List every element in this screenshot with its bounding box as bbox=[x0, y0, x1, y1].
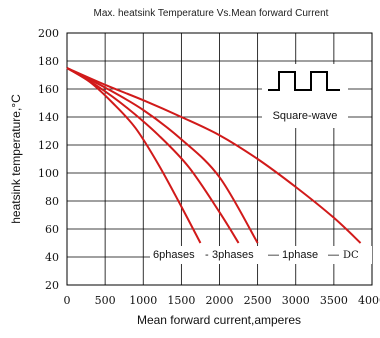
y-tick-labels: 20 40 60 80 100 120 140 160 180 200 bbox=[38, 27, 59, 292]
series-line-3phases bbox=[66, 67, 240, 244]
chart-title: Max. heatsink Temperature Vs.Mean forwar… bbox=[94, 8, 329, 19]
waveform-label: Square-wave bbox=[273, 110, 338, 122]
series-lines bbox=[66, 67, 362, 244]
series-labels: 6phases - 3phases — 1phase — DC bbox=[150, 246, 372, 264]
x-tick-label: 1000 bbox=[129, 294, 157, 307]
y-tick-label: 80 bbox=[45, 195, 59, 208]
x-tick-label: 2000 bbox=[206, 294, 234, 307]
label-6phases: 6phases bbox=[153, 249, 195, 261]
series-line-6phases bbox=[66, 67, 202, 244]
x-tick-label: 500 bbox=[95, 294, 116, 307]
label-3phases: 3phases bbox=[212, 249, 254, 261]
y-tick-label: 200 bbox=[38, 27, 59, 40]
x-tick-label: 1500 bbox=[167, 294, 195, 307]
label-sep-2: — bbox=[268, 249, 279, 261]
plot-frame bbox=[66, 32, 373, 286]
label-dc: DC bbox=[343, 250, 359, 261]
label-1phase: 1phase bbox=[282, 249, 318, 261]
x-tick-labels: 0 500 1000 1500 2000 2500 3000 3500 4000 bbox=[64, 294, 380, 307]
x-axis-label: Mean forward current,amperes bbox=[137, 313, 301, 327]
y-tick-label: 20 bbox=[45, 279, 59, 292]
x-tick-label: 3000 bbox=[282, 294, 310, 307]
y-tick-label: 40 bbox=[45, 251, 59, 264]
y-tick-label: 120 bbox=[38, 139, 59, 152]
series-line-dc bbox=[66, 67, 362, 244]
label-sep-1: - bbox=[205, 249, 209, 261]
square-wave-icon: Square-wave bbox=[262, 64, 348, 128]
label-sep-3: — bbox=[328, 249, 339, 261]
x-tick-label: 2500 bbox=[244, 294, 272, 307]
y-tick-label: 140 bbox=[38, 111, 59, 124]
y-tick-label: 100 bbox=[38, 167, 59, 180]
x-tick-label: 4000 bbox=[358, 294, 380, 307]
y-tick-label: 160 bbox=[38, 83, 59, 96]
series-line-1phase bbox=[66, 67, 259, 244]
x-tick-label: 0 bbox=[64, 294, 71, 307]
y-axis-label: heatsink temperature,°C bbox=[9, 94, 23, 224]
x-tick-label: 3500 bbox=[320, 294, 348, 307]
y-tick-label: 180 bbox=[38, 55, 59, 68]
y-tick-label: 60 bbox=[45, 223, 59, 236]
